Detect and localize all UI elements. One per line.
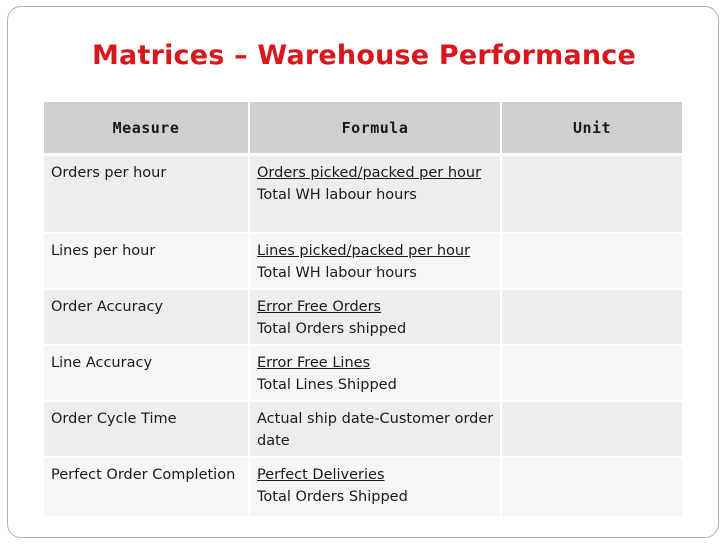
formula-cell: Actual ship date-Customer order date <box>250 402 502 458</box>
table-row: Lines per hour Lines picked/packed per h… <box>44 234 682 290</box>
column-header-formula: Formula <box>250 102 502 156</box>
table-row: Orders per hour Orders picked/packed per… <box>44 156 682 234</box>
measure-cell: Orders per hour <box>44 156 250 234</box>
formula-cell: Perfect Deliveries Total Orders Shipped <box>250 458 502 518</box>
formula-cell: Lines picked/packed per hour Total WH la… <box>250 234 502 290</box>
unit-cell <box>502 402 682 458</box>
column-header-measure: Measure <box>44 102 250 156</box>
table-row: Perfect Order Completion Perfect Deliver… <box>44 458 682 518</box>
unit-cell <box>502 234 682 290</box>
performance-table: Measure Formula Unit Orders per hour Ord… <box>44 102 682 518</box>
formula-cell: Error Free Orders Total Orders shipped <box>250 290 502 346</box>
table-row: Line Accuracy Error Free Lines Total Lin… <box>44 346 682 402</box>
slide-title: Matrices – Warehouse Performance <box>91 40 636 71</box>
unit-cell <box>502 156 682 234</box>
unit-cell <box>502 458 682 518</box>
formula-denominator: Total Lines Shipped <box>257 377 397 393</box>
formula-numerator: Perfect Deliveries <box>257 467 385 483</box>
formula-cell: Error Free Lines Total Lines Shipped <box>250 346 502 402</box>
formula-denominator: Total Orders Shipped <box>257 489 408 505</box>
formula-numerator: Error Free Orders <box>257 299 382 315</box>
table-row: Order Cycle Time Actual ship date-Custom… <box>44 402 682 458</box>
measure-cell: Lines per hour <box>44 234 250 290</box>
column-header-unit: Unit <box>502 102 682 156</box>
formula-denominator: Total WH labour hours <box>257 265 417 281</box>
formula-cell: Orders picked/packed per hour Total WH l… <box>250 156 502 234</box>
formula-text: Actual ship date-Customer order date <box>257 411 494 449</box>
formula-numerator: Orders picked/packed per hour <box>257 165 482 181</box>
formula-denominator: Total Orders shipped <box>257 321 407 337</box>
unit-cell <box>502 346 682 402</box>
table-header-row: Measure Formula Unit <box>44 102 682 156</box>
formula-numerator: Lines picked/packed per hour <box>257 243 471 259</box>
formula-numerator: Error Free Lines <box>257 355 371 371</box>
measure-cell: Order Accuracy <box>44 290 250 346</box>
measure-cell: Line Accuracy <box>44 346 250 402</box>
formula-denominator: Total WH labour hours <box>257 187 417 203</box>
measure-cell: Perfect Order Completion <box>44 458 250 518</box>
table-row: Order Accuracy Error Free Orders Total O… <box>44 290 682 346</box>
unit-cell <box>502 290 682 346</box>
measure-cell: Order Cycle Time <box>44 402 250 458</box>
